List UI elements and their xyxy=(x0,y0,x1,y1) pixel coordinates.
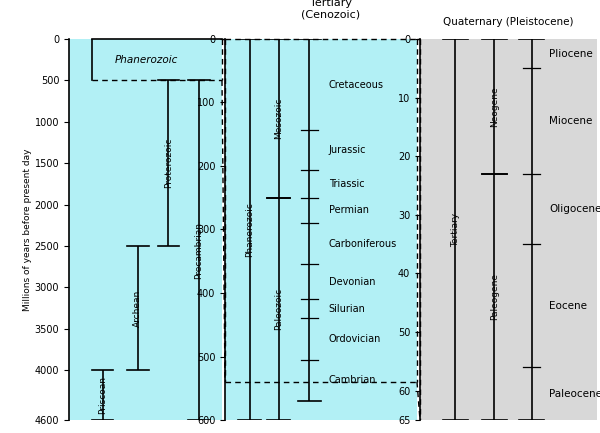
Y-axis label: Millions of years before present day: Millions of years before present day xyxy=(23,148,32,311)
Text: Tertiary: Tertiary xyxy=(451,213,460,246)
Text: Archean: Archean xyxy=(133,290,142,327)
Text: Paleogene: Paleogene xyxy=(490,273,499,320)
Text: Eocene: Eocene xyxy=(549,301,587,311)
Text: Quaternary (Pleistocene): Quaternary (Pleistocene) xyxy=(443,17,574,27)
Text: Paleozoic: Paleozoic xyxy=(274,288,283,330)
Text: Devonian: Devonian xyxy=(329,277,375,287)
Text: Tertiary
(Cenozoic): Tertiary (Cenozoic) xyxy=(301,0,360,20)
Text: Ordovician: Ordovician xyxy=(329,334,381,344)
Text: Phanerozoic: Phanerozoic xyxy=(115,55,178,65)
Text: Pliocene: Pliocene xyxy=(549,48,593,58)
Text: Cretaceous: Cretaceous xyxy=(329,80,383,90)
Text: Jurassic: Jurassic xyxy=(329,145,366,155)
Text: Silurian: Silurian xyxy=(329,304,365,314)
Text: Miocene: Miocene xyxy=(549,116,593,126)
Text: Paleocene: Paleocene xyxy=(549,389,600,399)
Text: Triassic: Triassic xyxy=(329,179,364,189)
Text: Mesozoic: Mesozoic xyxy=(274,98,283,139)
Text: Neogene: Neogene xyxy=(490,86,499,127)
Text: Precambrian: Precambrian xyxy=(194,222,203,279)
Text: Priscoan: Priscoan xyxy=(98,376,107,414)
Text: Phanerozoic: Phanerozoic xyxy=(245,202,254,257)
Text: Permian: Permian xyxy=(329,205,368,216)
Text: Oligocene: Oligocene xyxy=(549,204,600,214)
Text: Cambrian: Cambrian xyxy=(329,375,376,385)
Text: Proterozoic: Proterozoic xyxy=(164,138,173,188)
Text: Carboniferous: Carboniferous xyxy=(329,239,397,249)
